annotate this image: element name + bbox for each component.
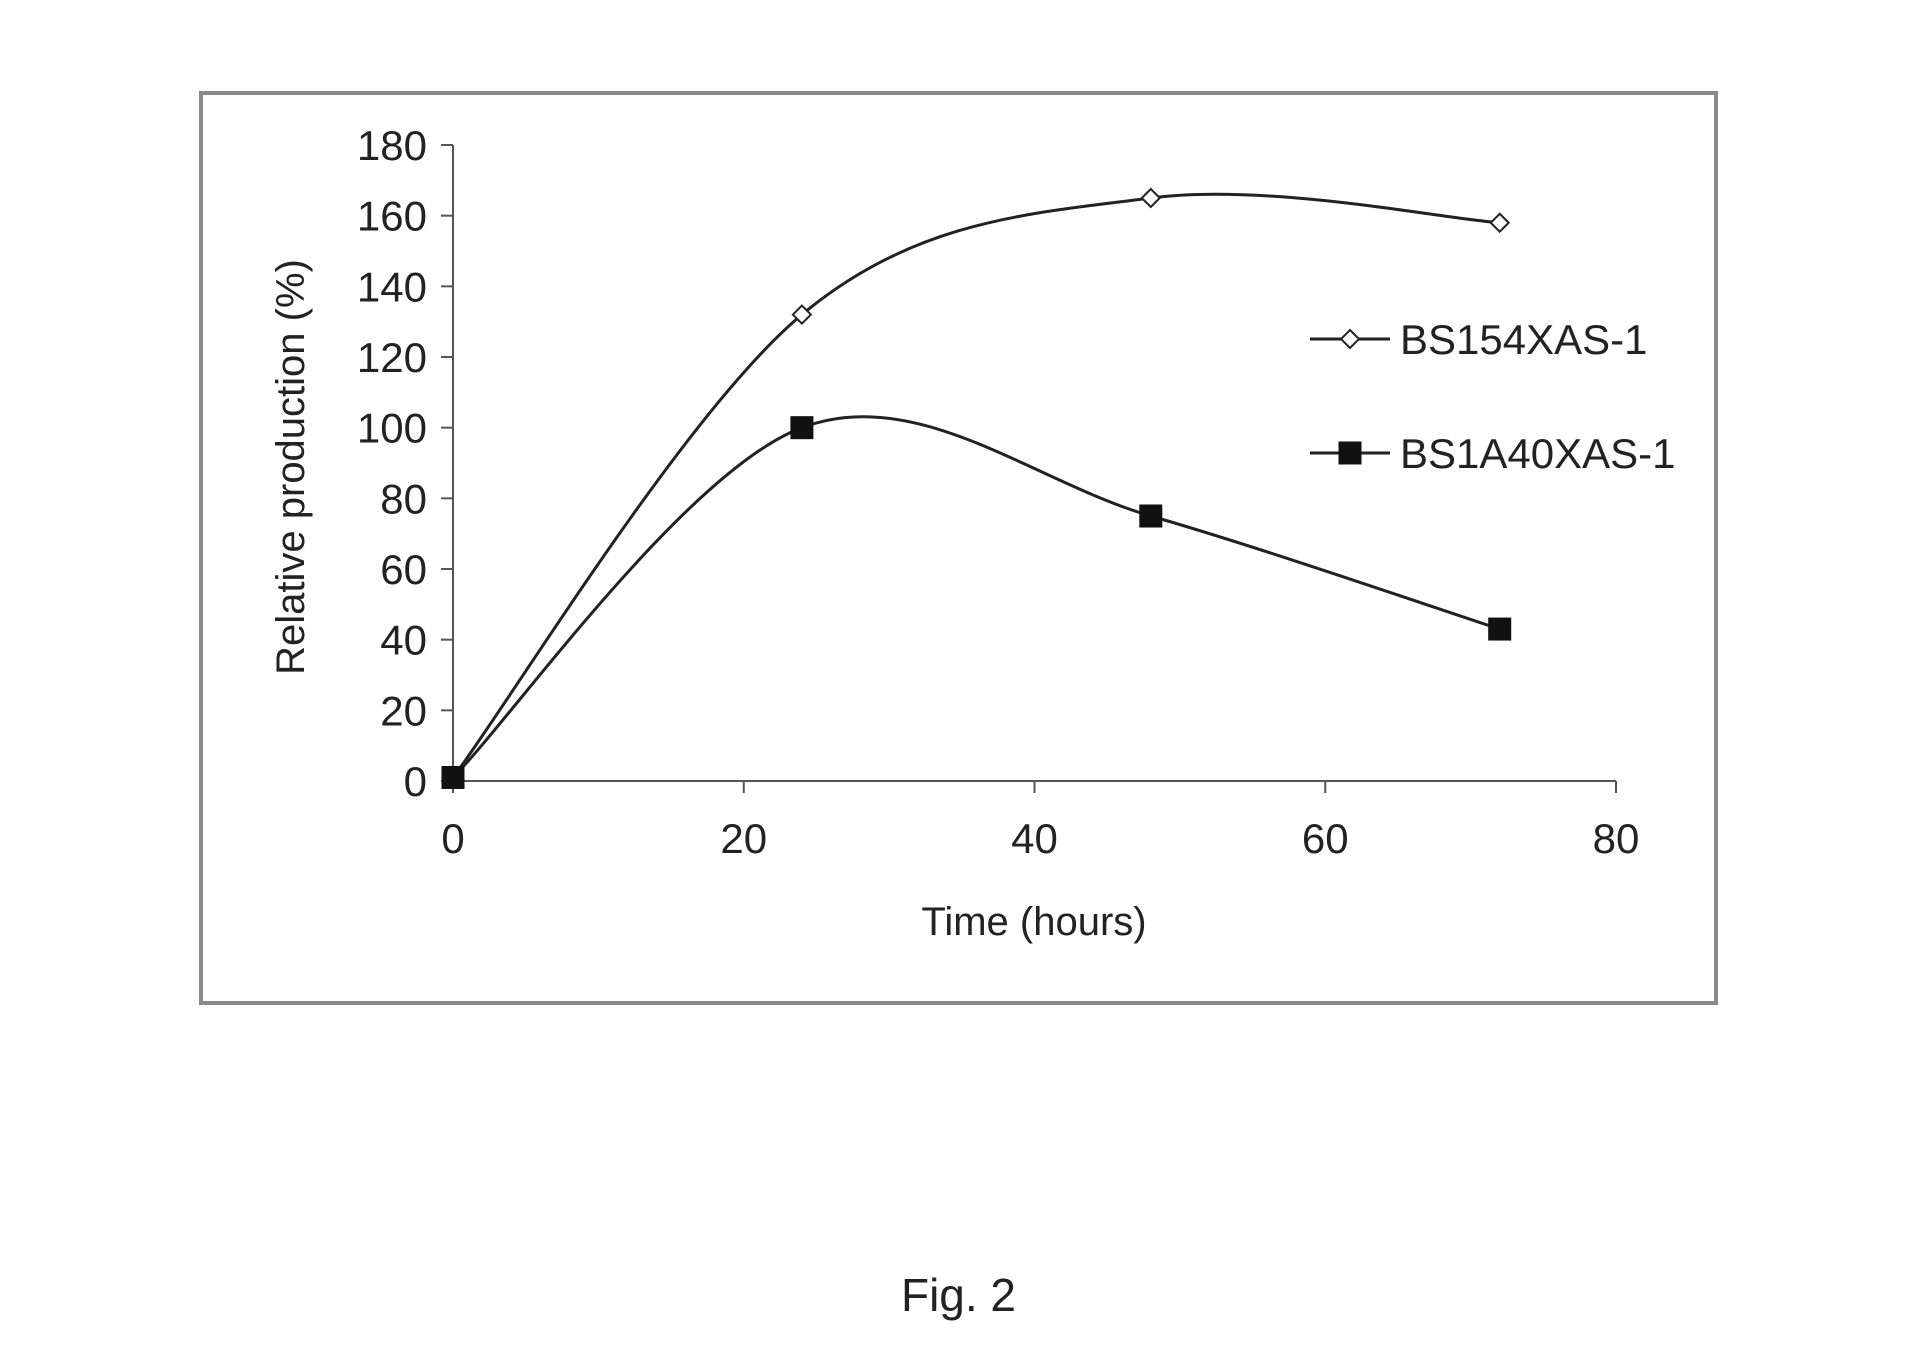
y-tick-label: 140: [357, 263, 427, 310]
y-tick-label: 0: [404, 758, 427, 805]
y-tick-label: 160: [357, 193, 427, 240]
chart-figure: 0 20 40 60 80 100 120 140 160 180 0 20 40 60 80 BS154X…: [0, 0, 1917, 1230]
legend-label: BS1A40XAS-1: [1400, 430, 1676, 477]
data-point: [1489, 618, 1511, 640]
x-axis-title: Time (hours): [921, 900, 1146, 944]
y-tick-label: 20: [380, 687, 427, 734]
legend-marker: [1339, 442, 1361, 464]
x-tick-label: 80: [1593, 815, 1640, 862]
data-point: [442, 766, 464, 788]
data-point: [1140, 505, 1162, 527]
x-tick-label: 20: [720, 815, 767, 862]
figure-caption: Fig. 2: [0, 1268, 1917, 1322]
data-point: [791, 417, 813, 439]
x-tick-label: 40: [1011, 815, 1058, 862]
y-axis-title: Relative production (%): [269, 259, 313, 675]
x-tick-label: 60: [1302, 815, 1349, 862]
y-tick-label: 60: [380, 546, 427, 593]
y-tick-label: 120: [357, 334, 427, 381]
y-tick-label: 100: [357, 405, 427, 452]
y-tick-label: 40: [380, 617, 427, 664]
x-tick-label: 0: [441, 815, 464, 862]
legend-label: BS154XAS-1: [1400, 316, 1648, 363]
y-tick-label: 80: [380, 475, 427, 522]
y-tick-label: 180: [357, 122, 427, 169]
